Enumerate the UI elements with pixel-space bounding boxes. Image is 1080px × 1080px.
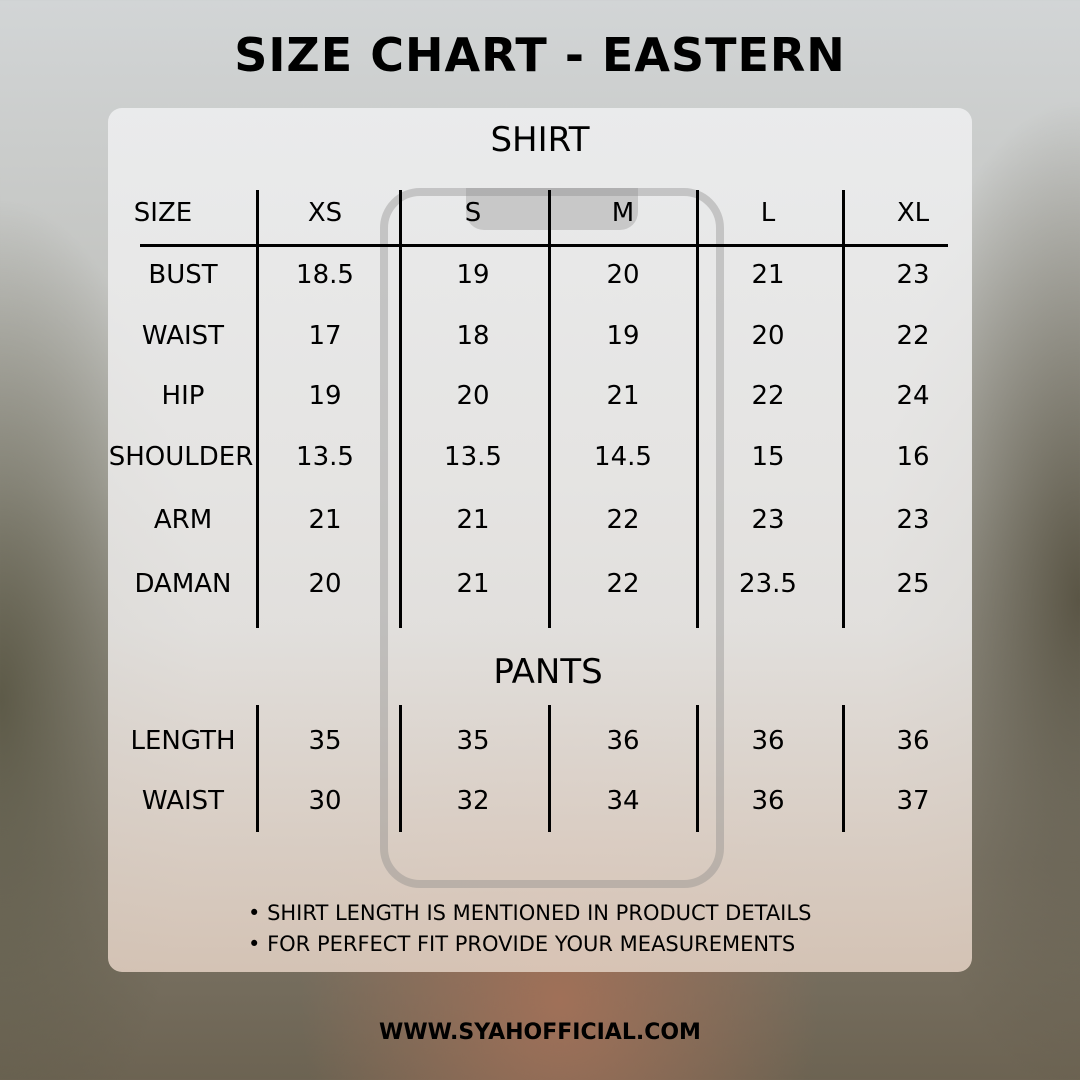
- row-label: DAMAN: [134, 569, 232, 599]
- table-cell: 36: [751, 786, 785, 816]
- table-cell: 21: [606, 381, 640, 411]
- table-cell: 36: [751, 726, 785, 756]
- table-cell: 32: [456, 786, 490, 816]
- table-cell: 25: [896, 569, 930, 599]
- page-title: SIZE CHART - EASTERN: [234, 28, 846, 82]
- table-cell: 13.5: [444, 442, 502, 472]
- row-label: WAIST: [141, 786, 225, 816]
- table-cell: 37: [896, 786, 930, 816]
- column-divider: [399, 190, 402, 628]
- table-cell: 16: [896, 442, 930, 472]
- table-cell: 13.5: [296, 442, 354, 472]
- table-cell: 23: [751, 505, 785, 535]
- table-cell: 23: [896, 505, 930, 535]
- table-cell: 22: [606, 505, 640, 535]
- table-cell: 36: [606, 726, 640, 756]
- table-cell: 35: [308, 726, 342, 756]
- table-cell: 22: [896, 321, 930, 351]
- table-cell: 24: [896, 381, 930, 411]
- table-cell: 22: [606, 569, 640, 599]
- table-cell: 19: [308, 381, 342, 411]
- table-cell: 20: [308, 569, 342, 599]
- column-divider: [696, 705, 699, 832]
- shirt-heading: SHIRT: [490, 120, 590, 160]
- note-item: SHIRT LENGTH IS MENTIONED IN PRODUCT DET…: [248, 898, 811, 929]
- table-cell: 19: [606, 321, 640, 351]
- notes-list: SHIRT LENGTH IS MENTIONED IN PRODUCT DET…: [248, 898, 811, 960]
- column-divider: [696, 190, 699, 628]
- column-header: XS: [307, 198, 343, 228]
- row-label: BUST: [148, 260, 218, 290]
- table-cell: 23.5: [739, 569, 797, 599]
- pants-heading: PANTS: [493, 652, 603, 692]
- column-divider: [548, 705, 551, 832]
- row-label: SHOULDER: [108, 442, 254, 472]
- row-label: HIP: [161, 381, 205, 411]
- website-link[interactable]: WWW.SYAHOFFICIAL.COM: [379, 1020, 701, 1045]
- table-cell: 22: [751, 381, 785, 411]
- column-divider: [842, 705, 845, 832]
- table-cell: 34: [606, 786, 640, 816]
- table-cell: 20: [456, 381, 490, 411]
- note-item: FOR PERFECT FIT PROVIDE YOUR MEASUREMENT…: [248, 929, 811, 960]
- column-divider: [256, 705, 259, 832]
- column-header: SIZE: [133, 198, 193, 228]
- column-divider: [548, 190, 551, 628]
- size-chart-card: [108, 108, 972, 972]
- table-cell: 21: [456, 569, 490, 599]
- table-cell: 18: [456, 321, 490, 351]
- table-cell: 15: [751, 442, 785, 472]
- row-label: ARM: [153, 505, 213, 535]
- phone-outline-graphic: [380, 188, 724, 888]
- table-cell: 17: [308, 321, 342, 351]
- table-cell: 35: [456, 726, 490, 756]
- table-cell: 21: [456, 505, 490, 535]
- table-cell: 36: [896, 726, 930, 756]
- phone-notch-graphic: [466, 188, 638, 230]
- row-label: WAIST: [141, 321, 225, 351]
- table-cell: 21: [751, 260, 785, 290]
- column-divider: [842, 190, 845, 628]
- table-cell: 30: [308, 786, 342, 816]
- column-header: L: [760, 198, 776, 228]
- column-divider: [256, 190, 259, 628]
- column-divider: [399, 705, 402, 832]
- table-cell: 20: [606, 260, 640, 290]
- table-cell: 23: [896, 260, 930, 290]
- table-cell: 18.5: [296, 260, 354, 290]
- table-cell: 14.5: [594, 442, 652, 472]
- column-header: M: [611, 198, 635, 228]
- table-cell: 19: [456, 260, 490, 290]
- column-header: S: [464, 198, 482, 228]
- column-header: XL: [896, 198, 930, 228]
- row-label: LENGTH: [130, 726, 236, 756]
- header-divider: [140, 244, 948, 247]
- table-cell: 20: [751, 321, 785, 351]
- table-cell: 21: [308, 505, 342, 535]
